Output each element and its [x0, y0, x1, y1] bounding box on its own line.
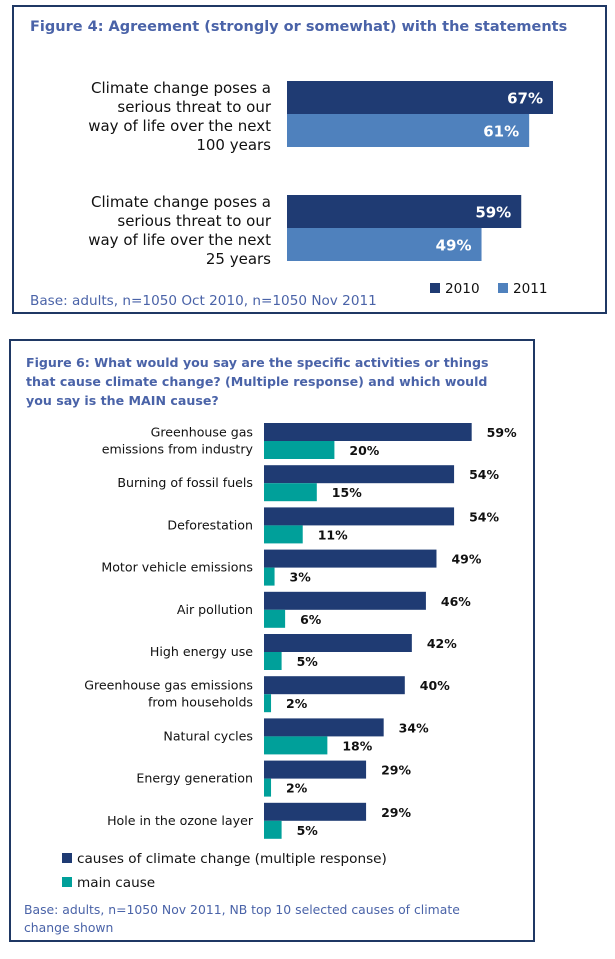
- figure-6-bar: [264, 507, 455, 526]
- figure-6-chart: 59% 20% Greenhouse gas emissions from indus…: [84, 423, 517, 839]
- figure-4-bar: [287, 228, 482, 261]
- figure-6-category-label: Air pollution: [177, 602, 253, 617]
- figure-4-panel: Figure 4: Agreement (strongly or somewha…: [12, 5, 607, 314]
- figure-6-category-label: Deforestation: [167, 517, 253, 532]
- figure-4-data-label: 49%: [436, 237, 472, 255]
- figure-6-bar: [264, 718, 384, 737]
- figure-6-category-label: Natural cycles: [163, 728, 253, 743]
- figure-6-data-label: 18%: [342, 738, 372, 753]
- figure-6-bar: [264, 567, 275, 586]
- figure-6-data-label: 15%: [332, 485, 362, 500]
- figure-6-data-label: 3%: [290, 570, 312, 585]
- figure-6-data-label: 29%: [381, 763, 411, 778]
- figure-6-bar: [264, 634, 412, 652]
- legend-item-2011: 2011: [497, 281, 548, 297]
- legend-swatch-2011: [497, 283, 508, 293]
- figure-6-data-label: 42%: [427, 636, 457, 651]
- figure-6-bar: [264, 820, 282, 839]
- figure-4-category-label: 25 years: [206, 250, 271, 268]
- figure-6-bar: [264, 609, 286, 628]
- figure-4-category-label: Climate change poses a: [91, 193, 271, 211]
- figure-4-legend: 2010 2011: [430, 281, 548, 297]
- figure-6-data-label: 29%: [381, 805, 411, 820]
- figure-4-category-label: way of life over the next: [88, 117, 271, 135]
- figure-6-category-label: from households: [148, 695, 253, 710]
- figure-4-bar: [287, 195, 522, 228]
- legend-swatch-main: [62, 877, 72, 887]
- figure-4-bar: [287, 81, 553, 114]
- figure-6-bar: [264, 694, 272, 713]
- figure-6-bar: [264, 591, 426, 610]
- figure-6-bar: [264, 778, 272, 797]
- figure-6-bar: [264, 549, 437, 568]
- figure-4-base-note: Base: adults, n=1050 Oct 2010, n=1050 No…: [30, 293, 377, 309]
- figure-4-category-label: serious threat to our: [117, 212, 271, 230]
- figure-4-data-label: 59%: [475, 204, 511, 222]
- figure-6-data-label: 40%: [420, 678, 450, 693]
- figure-6-base-line: change shown: [24, 920, 114, 935]
- figure-6-bar: [264, 760, 367, 779]
- figure-6-category-label: Motor vehicle emissions: [101, 560, 253, 575]
- figure-6-bar: [264, 525, 303, 544]
- figure-6-bar: [264, 736, 328, 755]
- figure-6-base-line: Base: adults, n=1050 Nov 2011, NB top 10…: [24, 902, 460, 917]
- figure-6-panel: Figure 6: What would you say are the spe…: [9, 339, 535, 942]
- figure-6-category-label: Hole in the ozone layer: [107, 813, 254, 828]
- figure-6-category-label: Greenhouse gas emissions: [84, 678, 253, 693]
- figure-6-bar: [264, 423, 472, 441]
- figure-4-title: Figure 4: Agreement (strongly or somewha…: [30, 19, 568, 35]
- figure-6-data-label: 2%: [286, 781, 308, 796]
- figure-4-bar: [287, 114, 530, 147]
- figure-4-data-label: 61%: [483, 123, 519, 141]
- figure-6-data-label: 54%: [469, 467, 499, 482]
- figure-6-data-label: 2%: [286, 696, 308, 711]
- legend-item-2010: 2010: [430, 281, 484, 297]
- legend-swatch-causes: [62, 853, 72, 863]
- figure-6-category-label: Burning of fossil fuels: [117, 475, 253, 490]
- figure-6-title: Figure 6: What would you say are the spe…: [26, 353, 526, 410]
- figure-4-category-label: serious threat to our: [117, 98, 271, 116]
- figure-6-data-label: 20%: [349, 443, 379, 458]
- figure-6-data-label: 34%: [399, 720, 429, 735]
- figure-4-data-label: 67%: [507, 90, 543, 108]
- figure-6-bar: [264, 483, 317, 502]
- figure-6-data-label: 11%: [318, 527, 348, 542]
- figure-6-bar: [264, 676, 405, 695]
- figure-6-title-line: that cause climate change? (Multiple res…: [26, 374, 488, 389]
- figure-6-bar: [264, 802, 367, 821]
- figure-6-title-line: Figure 6: What would you say are the spe…: [26, 355, 489, 370]
- figure-6-category-label: emissions from industry: [102, 442, 254, 457]
- figure-6-category-label: Greenhouse gas: [151, 425, 253, 440]
- figure-4-category-label: 100 years: [196, 136, 271, 154]
- figure-6-data-label: 5%: [297, 654, 319, 669]
- figure-6-data-label: 6%: [300, 612, 322, 627]
- figure-6-bar: [264, 465, 455, 484]
- figure-6-category-label: Energy generation: [136, 771, 253, 786]
- figure-4-category-label: way of life over the next: [88, 231, 271, 249]
- figure-6-data-label: 46%: [441, 594, 471, 609]
- figure-6-data-label: 5%: [297, 823, 319, 838]
- legend-swatch-2010: [430, 283, 440, 293]
- figure-6-bar: [264, 441, 335, 459]
- figure-6-base-note: Base: adults, n=1050 Nov 2011, NB top 10…: [24, 901, 524, 937]
- figure-6-bar: [264, 652, 282, 670]
- figure-6-legend-causes: causes of climate change (multiple respo…: [62, 851, 387, 867]
- figure-6-data-label: 54%: [469, 509, 499, 524]
- figure-6-legend-main: main cause: [62, 875, 155, 891]
- figure-6-category-label: High energy use: [150, 644, 253, 659]
- figure-6-data-label: 49%: [451, 552, 481, 567]
- figure-6-title-line: you say is the MAIN cause?: [26, 393, 219, 408]
- figure-6-data-label: 59%: [487, 425, 517, 440]
- figure-4-category-label: Climate change poses a: [91, 79, 271, 97]
